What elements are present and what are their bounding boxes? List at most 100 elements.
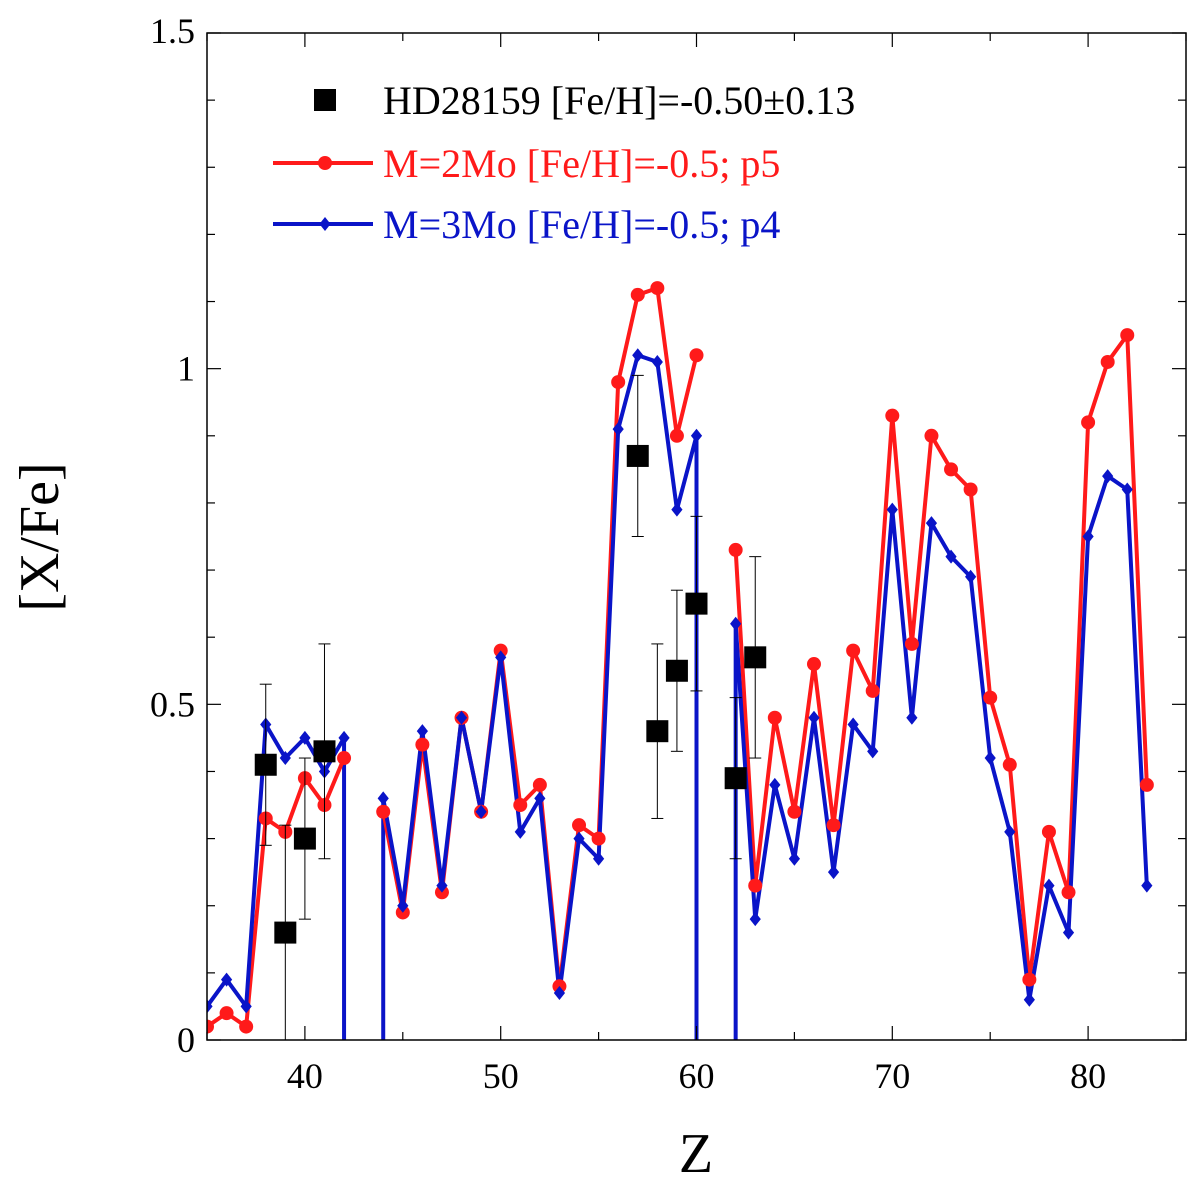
series-1-point	[983, 690, 998, 705]
series-2-point	[593, 851, 605, 866]
axes: 40 50 60 70 80 0 0.5 1 1.5	[150, 11, 1187, 1096]
series-2-point	[1062, 925, 1075, 940]
series-1-point	[376, 804, 391, 819]
series-2-point	[573, 831, 585, 846]
legend: HD28159 [Fe/H]=-0.50±0.13 M=2Mo [Fe/H]=-0…	[273, 78, 855, 247]
series-1-point	[207, 1019, 214, 1034]
series-1-point	[904, 636, 919, 651]
series-2-point	[690, 428, 703, 443]
series-1-point	[944, 462, 959, 477]
series-2-point	[788, 851, 800, 866]
series-1-point	[1100, 354, 1115, 369]
series-line-2	[733, 474, 1149, 1002]
series-2-point	[1121, 482, 1133, 497]
series-1-point	[572, 818, 587, 833]
series-1-point	[611, 375, 626, 390]
series-2-point	[279, 751, 291, 766]
y-tick-label: 0	[177, 1020, 195, 1060]
series-1-point	[1139, 777, 1154, 792]
series-1-point	[846, 643, 861, 658]
series-2-point	[220, 972, 233, 987]
series-2-point	[377, 791, 389, 806]
observation-point	[254, 753, 277, 776]
series-2-point	[1043, 878, 1055, 893]
series-2-point	[847, 717, 859, 732]
x-tick-label: 80	[1070, 1056, 1106, 1096]
series-2-point	[240, 999, 252, 1014]
series-1-point	[1081, 415, 1096, 430]
series-2-point	[553, 986, 566, 1001]
observation-point	[313, 740, 336, 763]
y-tick-label: 1.5	[150, 11, 195, 51]
observation-point	[744, 646, 767, 669]
series-2-point	[397, 898, 409, 913]
y-tick-label: 0.5	[150, 684, 195, 724]
series-2-point	[1082, 529, 1094, 544]
observation-point	[685, 592, 708, 615]
series-2-point	[730, 616, 742, 631]
series-2-point	[299, 730, 311, 745]
series-1-point	[787, 804, 802, 819]
series-2-point	[338, 730, 350, 745]
series-line-2	[381, 353, 699, 996]
series-2-point	[965, 569, 977, 584]
series-1-point	[532, 777, 547, 792]
series-2-point	[1141, 878, 1153, 893]
series-1-point	[728, 542, 743, 557]
series-1-point	[767, 710, 782, 725]
series-1-point	[415, 737, 430, 752]
series-2-point	[495, 650, 507, 665]
series-line-1	[381, 286, 699, 989]
series-1-point	[1120, 328, 1135, 343]
series-2-point	[455, 710, 468, 725]
observation-point	[274, 921, 297, 944]
series-1-point	[806, 657, 821, 672]
series-2-point	[808, 710, 820, 725]
series-1-point	[826, 818, 841, 833]
series-1-point	[865, 683, 880, 698]
series-2-point	[769, 777, 781, 792]
legend-series-1-marker	[318, 156, 332, 170]
series-1-point	[650, 281, 665, 296]
series-2-point	[886, 502, 898, 517]
series-2-point	[906, 710, 918, 725]
x-tick-label: 50	[483, 1056, 519, 1096]
series-2-point	[475, 804, 487, 819]
series-1-point	[1022, 972, 1037, 987]
series-1-point	[689, 348, 704, 363]
series-2-point	[651, 354, 663, 369]
series-1-point	[239, 1019, 254, 1034]
series-1-point	[513, 798, 528, 813]
series-2-point	[416, 724, 428, 739]
legend-observation-marker	[314, 89, 336, 111]
series-2-point	[984, 751, 996, 766]
series-2-point	[867, 744, 879, 759]
observation-point	[724, 767, 747, 790]
series-1-point	[337, 751, 352, 766]
series-2-point	[945, 549, 957, 564]
legend-series-2-marker	[319, 217, 331, 231]
series-2-point	[671, 502, 683, 517]
series-1-point	[669, 428, 684, 443]
series-1-point	[748, 878, 763, 893]
series-2-point	[749, 912, 761, 927]
plot-area	[207, 281, 1154, 1040]
series-2-point	[436, 878, 448, 893]
y-tick-label: 1	[177, 349, 195, 389]
series-1-point	[924, 428, 939, 443]
series-1-point	[630, 287, 645, 302]
x-tick-label: 70	[874, 1056, 910, 1096]
observation-point	[626, 444, 649, 467]
series-2-point	[1004, 824, 1016, 839]
series-2-point	[827, 865, 840, 880]
series-2-point	[925, 516, 938, 531]
series-2-point	[1102, 469, 1114, 484]
series-line-2	[207, 722, 346, 1009]
series-1-point	[1061, 885, 1076, 900]
legend-series-2-label: M=3Mo [Fe/H]=-0.5; p4	[383, 202, 780, 247]
series-line-1	[733, 333, 1149, 982]
series-1-point	[963, 482, 978, 497]
series-2-point	[612, 422, 624, 437]
x-tick-label: 60	[679, 1056, 715, 1096]
